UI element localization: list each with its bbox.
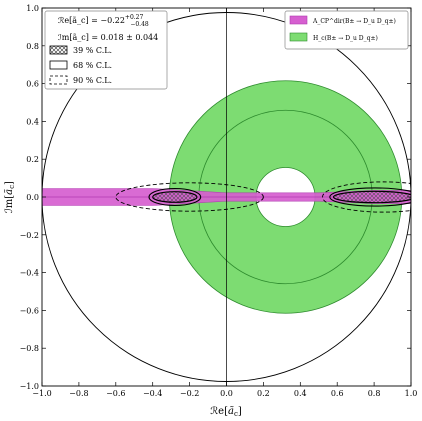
x-tick-label: 0.6 <box>331 389 344 398</box>
band-legend: A_CP^dir(B± → D_u D_q±) H_c(B± → D_u D_q… <box>284 10 409 50</box>
cl68-contour-right <box>329 187 411 207</box>
cl39-region-left <box>152 191 198 203</box>
cl68-legend-swatch <box>49 60 68 70</box>
x-tick-label: 0.4 <box>294 389 307 398</box>
y-tick-label: −0.8 <box>20 344 39 353</box>
x-tick-label: 0.8 <box>368 389 381 398</box>
y-tick-label: −0.4 <box>20 269 39 278</box>
y-tick-label: −0.6 <box>20 306 39 315</box>
hc-legend-swatch <box>289 32 308 42</box>
stats-legend-box <box>44 10 168 90</box>
x-tick-label: 0.2 <box>257 389 270 398</box>
cl39-region-right <box>332 190 411 204</box>
x-axis-label: ℛe[ãc] <box>210 406 242 418</box>
cl68-legend-label: 68 % C.L. <box>73 61 112 70</box>
y-tick-label: −0.2 <box>20 231 39 240</box>
y-tick-label: 0.6 <box>26 80 39 89</box>
y-tick-label: 0.8 <box>26 42 39 51</box>
fit-im-label: ℐm[ã_c] = 0.018 ± 0.044 <box>58 33 158 42</box>
cl39-legend-swatch <box>49 45 68 55</box>
x-tick-label: −0.6 <box>106 389 125 398</box>
y-tick-label: −1.0 <box>20 382 39 391</box>
y-tick-label: 0.0 <box>26 193 39 202</box>
fit-re-label: ℛe[ã_c] = −0.22+0.27 −0.48 <box>58 14 149 28</box>
acp-legend-swatch <box>289 15 308 25</box>
x-tick-label: 1.0 <box>405 389 418 398</box>
cl90-contour-left <box>115 182 264 212</box>
y-axis-label: ℐm[ãc] <box>4 181 16 213</box>
x-tick-label: −0.2 <box>180 389 199 398</box>
cl68-contour-left <box>148 187 202 207</box>
y-tick-label: 0.4 <box>26 117 39 126</box>
hc-legend-label: H_c(B± → D_u D_q±) <box>313 35 378 42</box>
cl90-legend-swatch <box>49 75 68 85</box>
x-tick-label: −0.4 <box>143 389 162 398</box>
x-axis-ticks: −1.0 −0.8 −0.6 −0.4 −0.2 0.0 0.2 0.4 0.6 0.8 1.0 <box>32 8 417 398</box>
stats-legend: ℛe[ã_c] = −0.22+0.27 −0.48 ℐm[ã_c] = 0.01… <box>44 10 168 90</box>
y-tick-label: 0.2 <box>26 155 39 164</box>
cl90-contour-right <box>322 181 411 213</box>
x-tick-label: −0.8 <box>69 389 88 398</box>
band-legend-box <box>284 10 409 50</box>
cl90-legend-label: 90 % C.L. <box>73 76 112 85</box>
y-tick-label: 1.0 <box>26 4 39 13</box>
acp-legend-label: A_CP^dir(B± → D_u D_q±) <box>312 18 396 25</box>
cl39-legend-label: 39 % C.L. <box>73 46 112 55</box>
y-axis-ticks: −1.0 −0.8 −0.6 −0.4 −0.2 0.0 0.2 0.4 0.6 0.8 1.0 <box>20 4 411 391</box>
x-tick-label: 0.0 <box>220 389 233 398</box>
x-tick-label: −1.0 <box>32 389 51 398</box>
